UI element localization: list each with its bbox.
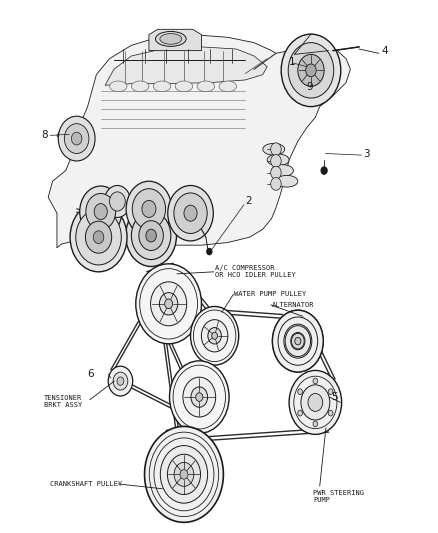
Circle shape — [93, 231, 104, 244]
Circle shape — [136, 264, 201, 344]
Ellipse shape — [272, 165, 293, 176]
Circle shape — [281, 34, 341, 107]
Circle shape — [298, 410, 303, 416]
Circle shape — [272, 310, 323, 372]
Circle shape — [328, 410, 333, 416]
Text: A/C COMPRESSOR
OR HCO IDLER PULLEY: A/C COMPRESSOR OR HCO IDLER PULLEY — [215, 265, 295, 278]
Circle shape — [80, 186, 122, 237]
Polygon shape — [48, 35, 350, 248]
Ellipse shape — [155, 31, 186, 46]
Circle shape — [271, 143, 281, 156]
Circle shape — [196, 393, 203, 401]
Circle shape — [94, 204, 107, 220]
Circle shape — [131, 212, 171, 260]
Circle shape — [64, 124, 89, 154]
Circle shape — [151, 282, 187, 326]
Circle shape — [201, 320, 228, 352]
Circle shape — [191, 387, 208, 407]
Circle shape — [291, 333, 305, 350]
Circle shape — [113, 372, 128, 390]
Circle shape — [167, 454, 201, 495]
Ellipse shape — [131, 81, 149, 92]
Circle shape — [139, 221, 163, 251]
Circle shape — [321, 167, 327, 174]
Circle shape — [183, 377, 215, 417]
Circle shape — [104, 185, 131, 217]
Circle shape — [71, 132, 82, 145]
Circle shape — [159, 293, 178, 315]
Text: TENSIONER
BRKT ASSY: TENSIONER BRKT ASSY — [44, 395, 82, 408]
Circle shape — [174, 193, 207, 233]
Circle shape — [117, 377, 124, 385]
Circle shape — [191, 306, 239, 365]
Circle shape — [170, 361, 229, 433]
Circle shape — [146, 229, 156, 242]
Circle shape — [160, 446, 208, 503]
Text: 2: 2 — [245, 196, 252, 206]
Circle shape — [174, 462, 194, 486]
Circle shape — [328, 389, 333, 394]
Circle shape — [284, 324, 312, 358]
Ellipse shape — [153, 81, 171, 92]
Circle shape — [271, 177, 281, 190]
Circle shape — [70, 203, 127, 272]
Text: 4: 4 — [381, 46, 388, 56]
Ellipse shape — [175, 81, 193, 92]
Text: 1: 1 — [289, 57, 296, 67]
Ellipse shape — [267, 154, 289, 166]
Circle shape — [126, 205, 177, 266]
Circle shape — [271, 166, 281, 179]
Circle shape — [289, 370, 342, 434]
Text: 9: 9 — [307, 82, 313, 92]
Polygon shape — [149, 29, 201, 51]
Circle shape — [313, 421, 318, 427]
Circle shape — [126, 181, 172, 237]
Ellipse shape — [276, 175, 298, 187]
Circle shape — [145, 426, 223, 522]
Text: WATER PUMP PULLEY: WATER PUMP PULLEY — [234, 291, 307, 297]
Ellipse shape — [160, 34, 182, 44]
Circle shape — [168, 185, 213, 241]
Circle shape — [298, 389, 303, 394]
Circle shape — [212, 332, 218, 340]
Circle shape — [288, 43, 334, 98]
Polygon shape — [105, 47, 267, 85]
Ellipse shape — [263, 143, 285, 155]
Text: 5: 5 — [331, 392, 337, 402]
Text: 6: 6 — [88, 369, 94, 379]
Ellipse shape — [219, 81, 237, 92]
Circle shape — [301, 385, 330, 420]
Text: 8: 8 — [42, 130, 48, 140]
Circle shape — [207, 248, 212, 255]
Circle shape — [86, 193, 116, 230]
Text: CRANKSHAFT PULLEY: CRANKSHAFT PULLEY — [50, 481, 123, 487]
Circle shape — [306, 64, 316, 77]
Circle shape — [292, 334, 304, 349]
Circle shape — [165, 299, 173, 309]
Text: ALTERNATOR: ALTERNATOR — [272, 302, 314, 308]
Circle shape — [298, 54, 324, 86]
Circle shape — [208, 328, 221, 344]
Circle shape — [285, 326, 311, 357]
Circle shape — [180, 470, 188, 479]
Circle shape — [308, 393, 323, 411]
Circle shape — [272, 310, 323, 372]
Circle shape — [58, 116, 95, 161]
Ellipse shape — [197, 81, 215, 92]
Text: PWR STEERING
PUMP: PWR STEERING PUMP — [313, 490, 364, 503]
Circle shape — [313, 378, 318, 384]
Circle shape — [271, 155, 281, 167]
Ellipse shape — [110, 81, 127, 92]
Text: 3: 3 — [364, 149, 370, 159]
Circle shape — [76, 209, 121, 265]
Circle shape — [85, 221, 112, 253]
Circle shape — [295, 337, 301, 345]
Circle shape — [142, 200, 156, 217]
Polygon shape — [284, 76, 320, 96]
Circle shape — [132, 189, 166, 229]
Circle shape — [108, 366, 133, 396]
Circle shape — [110, 192, 125, 211]
Circle shape — [184, 205, 197, 221]
